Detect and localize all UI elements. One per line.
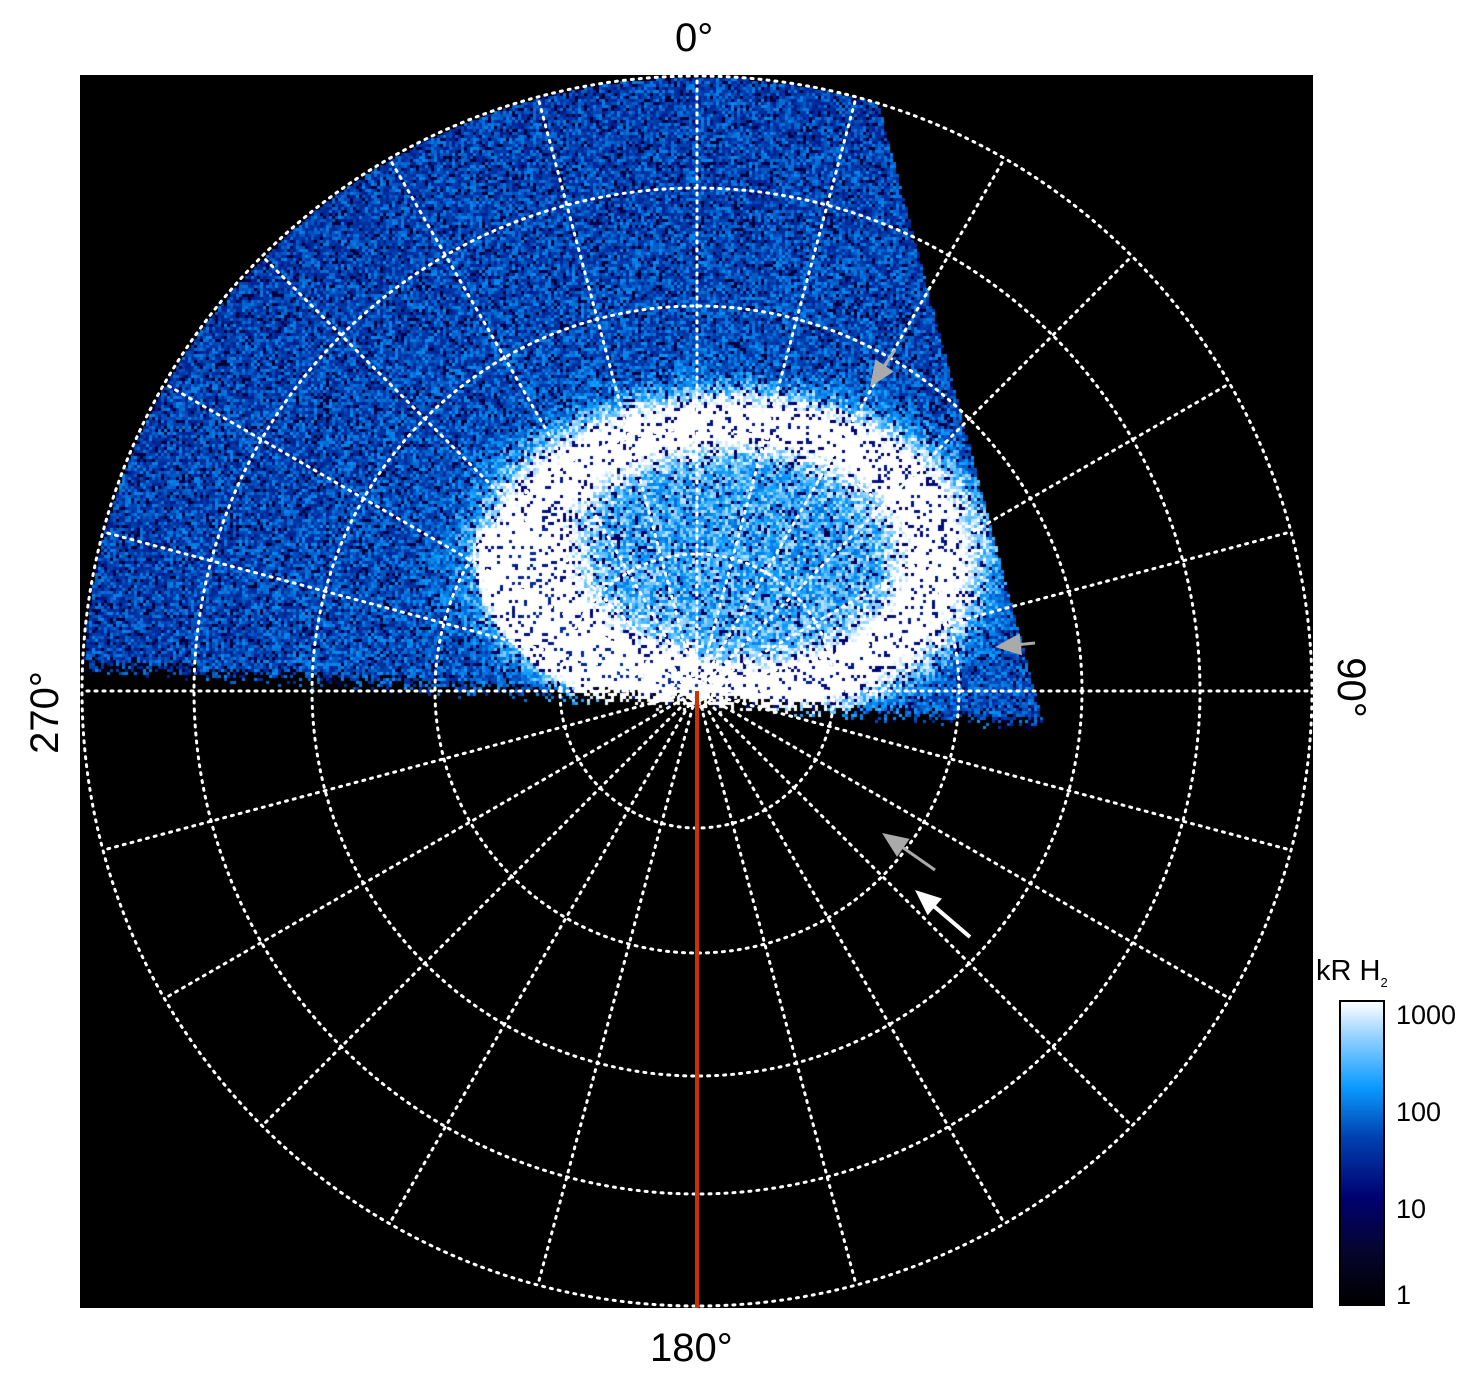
polar-auroral-map bbox=[80, 75, 1313, 1308]
colorbar-label-text: kR H bbox=[1316, 955, 1380, 987]
colorbar-tick: 1 bbox=[1396, 1280, 1411, 1311]
meridian-line bbox=[701, 97, 856, 676]
meridian-line bbox=[538, 706, 693, 1285]
arrow-head-icon bbox=[882, 833, 910, 857]
meridian-line bbox=[262, 702, 686, 1126]
colorbar-tick: 10 bbox=[1396, 1194, 1426, 1225]
meridian-line bbox=[390, 705, 690, 1224]
colorbar-tick: 100 bbox=[1396, 1097, 1441, 1128]
angle-label-90: 90° bbox=[1328, 657, 1373, 718]
colorbar-tick: 1000 bbox=[1396, 1000, 1456, 1031]
colorbar-label: kR H2 bbox=[1316, 955, 1388, 990]
meridian-line bbox=[701, 706, 856, 1285]
colorbar bbox=[1339, 1000, 1385, 1306]
colorbar-label-subscript: 2 bbox=[1380, 975, 1387, 990]
meridian-line bbox=[705, 158, 1005, 677]
meridian-line bbox=[705, 705, 1005, 1224]
arrow-head-icon bbox=[870, 359, 894, 387]
meridian-line bbox=[390, 158, 690, 677]
meridian-line bbox=[708, 702, 1132, 1126]
angle-label-0: 0° bbox=[675, 16, 713, 61]
meridian-line bbox=[712, 695, 1291, 850]
meridian-line bbox=[164, 699, 683, 999]
meridian-line bbox=[712, 532, 1291, 687]
meridian-line bbox=[262, 256, 686, 680]
meridian-line bbox=[103, 532, 682, 687]
meridian-line bbox=[164, 384, 683, 684]
arrow-head-icon bbox=[995, 633, 1022, 655]
meridian-line bbox=[711, 384, 1230, 684]
meridian-line bbox=[711, 699, 1230, 999]
angle-label-270: 270° bbox=[23, 671, 68, 754]
meridian-line bbox=[708, 256, 1132, 680]
polar-grid bbox=[80, 75, 1313, 1308]
meridian-line bbox=[103, 695, 682, 850]
meridian-line bbox=[538, 97, 693, 676]
angle-label-180: 180° bbox=[650, 1326, 733, 1371]
